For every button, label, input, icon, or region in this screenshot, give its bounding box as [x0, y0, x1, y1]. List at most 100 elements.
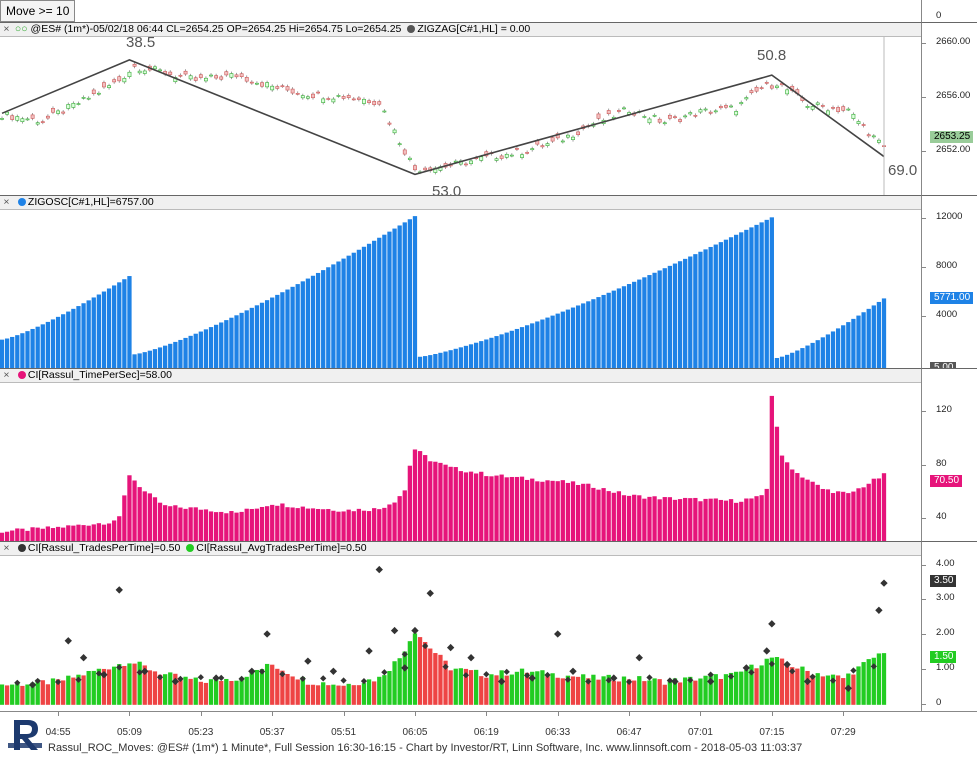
trades-dot [75, 676, 82, 683]
avg-trades-bar [188, 678, 193, 705]
avg-trades-bar [708, 675, 713, 705]
zigosc-y-axis[interactable]: 12000 8000 4000 5771.00 5.00 [921, 195, 977, 374]
y-tick: 12000 [936, 211, 963, 222]
time-bar [535, 481, 540, 542]
candle [204, 77, 208, 82]
time-bar [723, 500, 729, 542]
zigosc-pane-header: × ZIGOSC[C#1,HL]=6757.00 [0, 196, 921, 210]
time-bar [183, 508, 188, 542]
trades-dot [768, 620, 776, 628]
time-bar [45, 526, 51, 542]
zigosc-bar [45, 321, 51, 369]
trades-dot [141, 667, 149, 675]
zigosc-bar [407, 219, 413, 369]
time-bar [519, 476, 525, 542]
y-tick: 40 [936, 511, 947, 522]
trades-dot [870, 663, 877, 670]
candle [566, 134, 570, 138]
trades-dot [564, 676, 572, 683]
avg-trades-bar [0, 684, 5, 705]
time-bar [356, 508, 362, 542]
time-bar [616, 491, 622, 542]
avg-trades-bar [744, 669, 749, 705]
zigosc-last-label: 5771.00 [930, 292, 974, 304]
avg-trades-bar [366, 679, 372, 705]
time-bar [234, 512, 239, 542]
close-pane-icon[interactable]: × [3, 23, 10, 35]
zigosc-bar [249, 307, 254, 369]
avg-trades-bar [326, 685, 331, 705]
avg-trades-bar [254, 669, 260, 705]
avg-trades-bar [275, 668, 280, 705]
zigosc-bar [749, 227, 754, 369]
trades-dot [569, 667, 577, 675]
candle [311, 93, 315, 99]
zigosc-bar [550, 315, 555, 369]
time-pane: × CI[Rassul_TimePerSec]=58.00 [0, 368, 921, 542]
zigosc-bar [626, 284, 632, 369]
zigosc-bar [254, 305, 260, 369]
avg-trades-bar [677, 682, 683, 705]
candle [693, 114, 698, 117]
zigosc-bar [433, 354, 438, 369]
zigosc-bar [321, 270, 326, 369]
x-tick-mark [700, 712, 702, 716]
zigosc-bar [866, 308, 871, 369]
zigosc-bar [790, 352, 795, 369]
y-tick: 2660.00 [936, 36, 971, 47]
candle [127, 71, 132, 77]
zigosc-bar [662, 268, 667, 369]
zigosc-bar [708, 246, 713, 369]
zigosc-bar [581, 303, 586, 369]
avg-trades-bar [81, 675, 86, 705]
zigosc-bar [275, 294, 280, 369]
candle [81, 97, 86, 99]
time-bar [112, 520, 117, 542]
zigosc-bar [759, 222, 764, 369]
avg-trades-bar [489, 674, 494, 705]
time-x-axis[interactable]: 04:55 05:09 05:23 05:37 05:51 06:05 06:19 06:33… [0, 711, 977, 739]
x-tick-label: 07:29 [830, 727, 856, 738]
avg-trades-bar [647, 680, 652, 705]
price-header-text: @ES# (1m*)-05/02/18 06:44 CL=2654.25 OP=… [30, 23, 402, 35]
chart-footer: Rassul_ROC_Moves: @ES# (1m*) 1 Minute*, … [48, 742, 803, 754]
zigosc-bar [336, 261, 341, 369]
candle [499, 155, 504, 159]
close-pane-icon[interactable]: × [3, 369, 10, 381]
candle [560, 140, 565, 143]
avg-trades-bar [61, 680, 66, 705]
trades-y-axis[interactable]: 4.00 3.00 2.00 1.00 0 3.50 1.50 [921, 541, 977, 712]
trades-dot [554, 630, 562, 638]
candle [96, 92, 101, 95]
avg-trades-bar [428, 648, 433, 705]
zigosc-bar [188, 335, 193, 369]
zigosc-bar [846, 322, 851, 369]
time-bar [881, 473, 887, 542]
time-bar [621, 495, 627, 542]
candle [377, 101, 382, 105]
close-pane-icon[interactable]: × [3, 196, 10, 208]
zigosc-bar [30, 328, 35, 369]
avg-trades-bar [30, 682, 35, 705]
time-bar [259, 506, 265, 542]
avg-trades-bar [417, 637, 423, 705]
time-y-axis[interactable]: 120 80 40 70.50 [921, 368, 977, 542]
price-y-axis[interactable]: 2660.00 2656.00 2652.00 2653.25 [921, 22, 977, 196]
zigzag-header-text: ZIGZAG[C#1,HL] = 0.00 [417, 23, 531, 35]
time-plot [0, 395, 887, 542]
trades-dot [116, 664, 123, 671]
zigosc-bar [377, 237, 382, 369]
zigosc-bar [20, 333, 25, 369]
candle [759, 87, 764, 89]
move-filter-label[interactable]: Move >= 10 [0, 0, 76, 22]
candle [494, 158, 499, 161]
time-bar [127, 475, 132, 542]
time-bar [810, 481, 815, 542]
time-bar [137, 487, 142, 542]
avg-trades-bar [157, 674, 163, 705]
trades-dot [279, 671, 286, 678]
avg-trades-bar [871, 657, 876, 705]
close-pane-icon[interactable]: × [3, 542, 10, 554]
time-bar [835, 491, 841, 542]
avg-trades-bar [820, 676, 825, 705]
